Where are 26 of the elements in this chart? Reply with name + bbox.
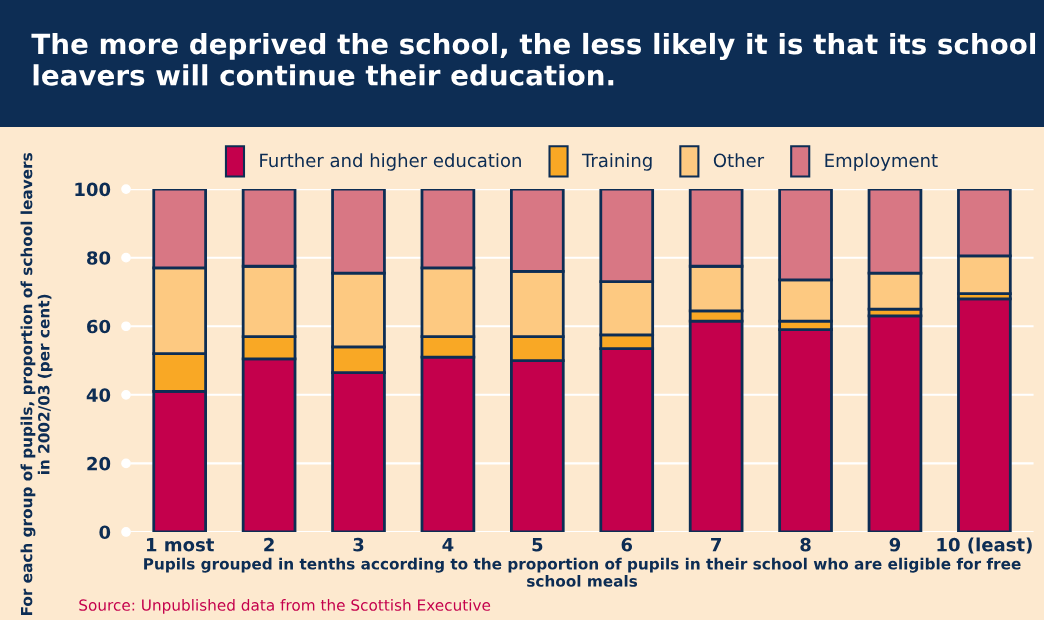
x-tick-label: 4: [442, 538, 454, 552]
source-note: Source: Unpublished data from the Scottish Executive: [79, 599, 491, 614]
legend-label: Employment: [825, 153, 938, 171]
x-tick-label: 1 most: [146, 538, 214, 552]
bar: [957, 297, 1012, 532]
y-tick-label: 0: [99, 525, 111, 540]
x-axis-title: Pupils grouped in tenths according to the proportion of pupils in their school who are eligible for free school meals: [144, 557, 1021, 587]
x-tick-label: 5: [532, 538, 543, 552]
bar: [867, 314, 923, 532]
x-tick-label: 9: [889, 537, 901, 552]
x-tick-label: 3: [353, 537, 364, 552]
y-tick-label: 100: [75, 182, 111, 197]
y-tick-label: 40: [86, 388, 111, 402]
y-tick-label: 80: [87, 251, 111, 265]
legend-label: Training: [581, 153, 652, 171]
x-tick-label: 6: [621, 537, 633, 552]
legend-label: Other: [713, 153, 765, 168]
x-tick-label: 2: [264, 537, 274, 552]
legend-label: Further and higher education: [260, 153, 521, 171]
y-axis-title: For each group of pupils, proportion of school leavers in 2002/03 (per cent): [20, 153, 53, 616]
y-tick-label: 60: [87, 319, 111, 334]
x-tick-label: 8: [800, 537, 811, 552]
x-tick-label: 7: [711, 538, 721, 552]
chart-title: The more deprived the school, the less likely it is that its school leavers will continue their education.: [31, 32, 1036, 86]
x-tick-label: 10 (least): [937, 537, 1032, 554]
y-tick-label: 20: [87, 456, 111, 471]
